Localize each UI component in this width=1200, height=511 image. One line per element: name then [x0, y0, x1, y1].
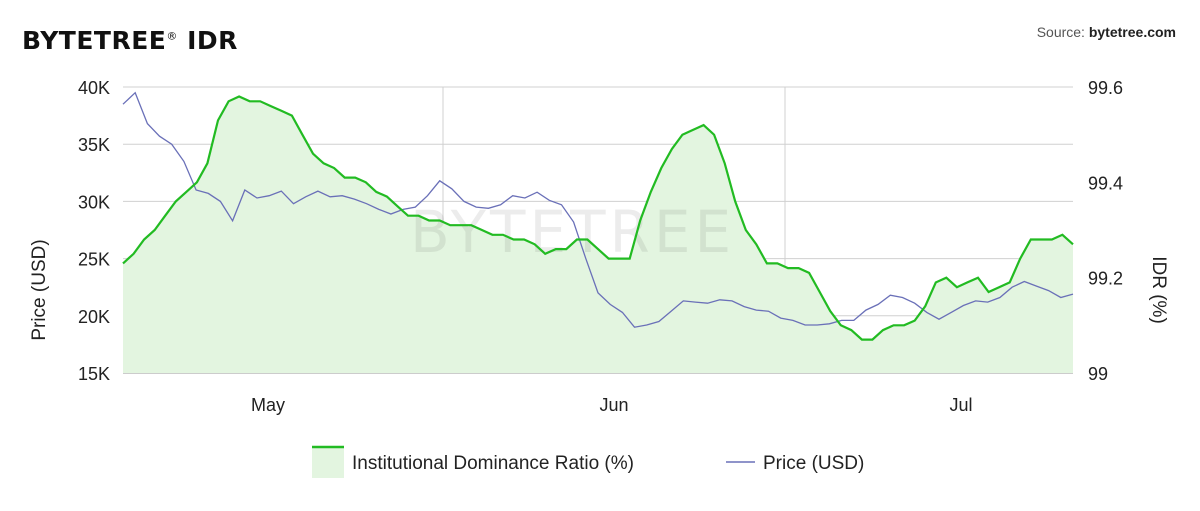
- right-tick-label: 99.6: [1088, 78, 1123, 98]
- x-tick-label: Jun: [599, 395, 628, 415]
- legend-item-price[interactable]: Price (USD): [726, 453, 864, 474]
- x-axis-ticks: May Jun Jul: [251, 395, 973, 415]
- brand-title: BYTETREE® IDR: [22, 26, 238, 55]
- watermark: BYTETREE: [410, 198, 735, 266]
- legend: Institutional Dominance Ratio (%) Price …: [312, 445, 864, 478]
- left-tick-label: 20K: [78, 307, 110, 327]
- idr-series-line: [122, 95, 1074, 341]
- right-tick-label: 99.4: [1088, 173, 1123, 193]
- left-tick-label: 15K: [78, 364, 110, 384]
- x-tick-label: May: [251, 395, 285, 415]
- legend-idr-label: Institutional Dominance Ratio (%): [352, 453, 634, 474]
- price-series-line: [122, 91, 1074, 328]
- source-credit: Source: bytetree.com: [1037, 24, 1176, 40]
- right-axis-ticks: 99.6 99.4 99.2 99: [1088, 78, 1123, 384]
- source-link[interactable]: bytetree.com: [1088, 24, 1176, 40]
- x-tick-label: Jul: [949, 395, 972, 415]
- legend-price-label: Price (USD): [763, 453, 864, 474]
- left-tick-label: 40K: [78, 78, 110, 98]
- left-tick-label: 35K: [78, 135, 110, 155]
- right-tick-label: 99.2: [1088, 269, 1123, 289]
- idr-area-fill: [123, 96, 1073, 373]
- legend-idr-swatch: [312, 446, 344, 478]
- left-axis-ticks: 40K 35K 30K 25K 20K 15K: [78, 78, 110, 384]
- right-tick-label: 99: [1088, 364, 1108, 384]
- source-label: Source:: [1036, 24, 1089, 40]
- brand-name: BYTETREE: [22, 26, 167, 55]
- left-axis-title: Price (USD): [29, 239, 50, 340]
- left-tick-label: 30K: [78, 192, 110, 212]
- registered-mark: ®: [166, 29, 178, 43]
- legend-item-idr[interactable]: Institutional Dominance Ratio (%): [312, 445, 634, 478]
- chart-name: IDR: [177, 26, 238, 55]
- right-axis-title: IDR (%): [1148, 256, 1169, 324]
- left-tick-label: 25K: [78, 250, 110, 270]
